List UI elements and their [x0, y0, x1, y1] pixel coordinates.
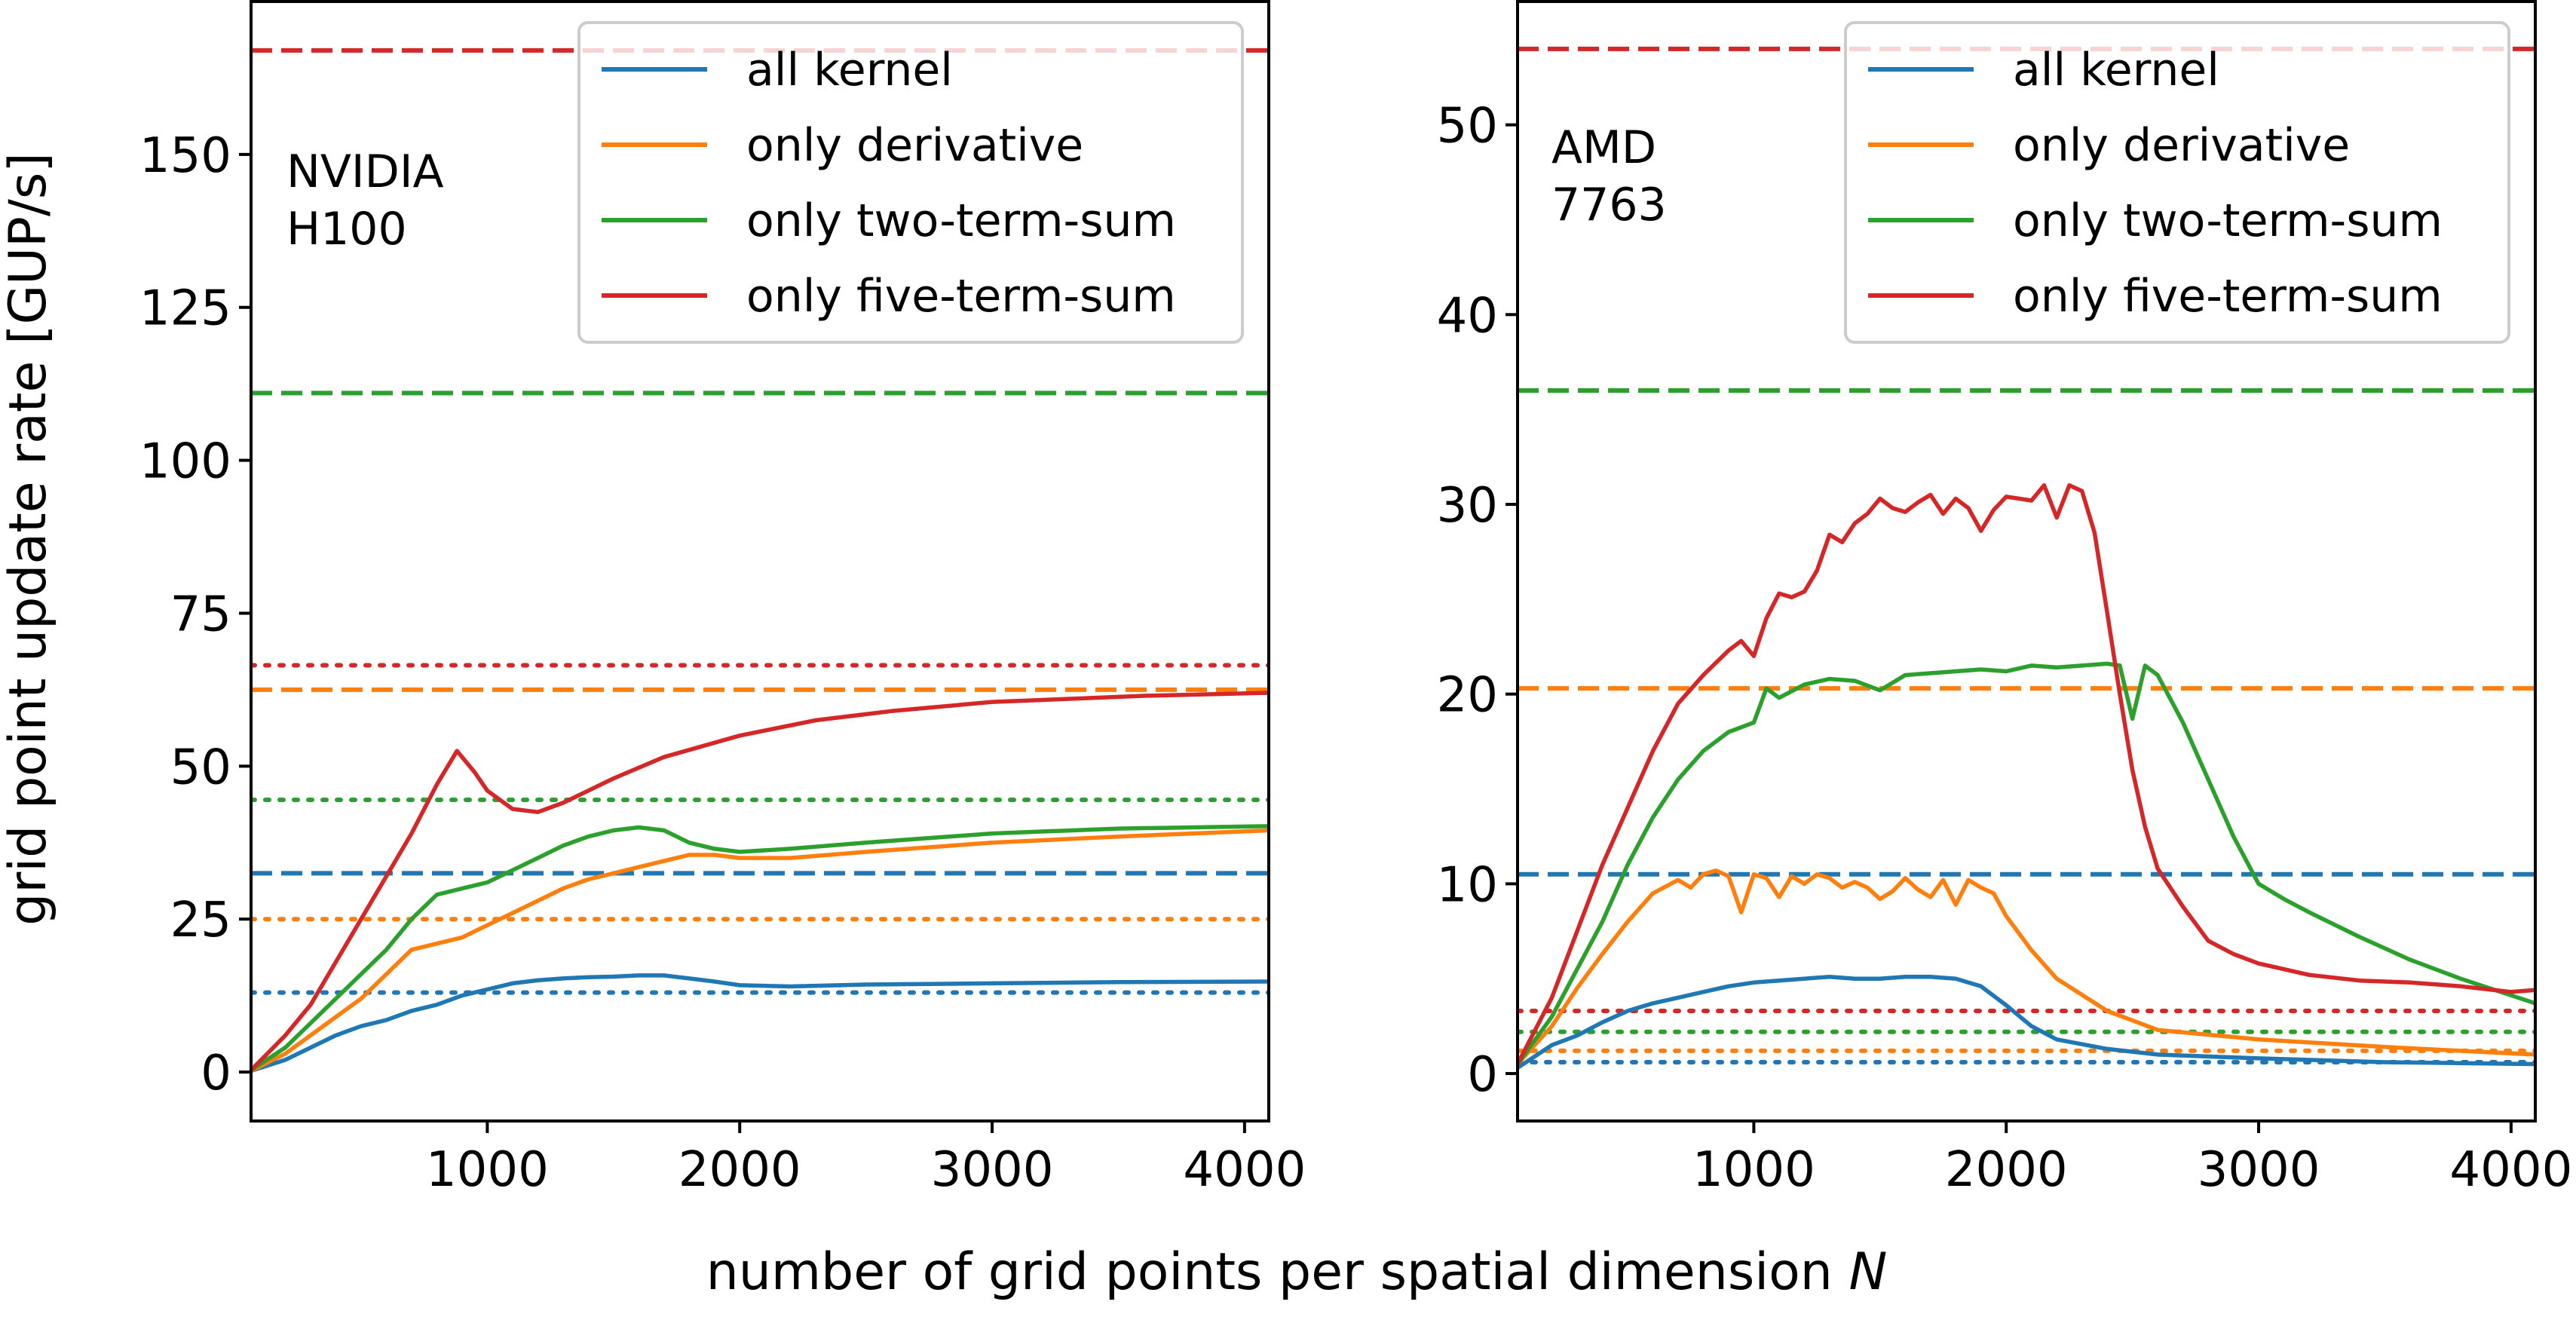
- y-tick-label: 0: [201, 1046, 231, 1101]
- series-line-2: [1518, 661, 2535, 1067]
- legend: all kernel only derivative only two-term-s…: [577, 21, 1244, 344]
- legend-item-all: all kernel: [602, 44, 953, 96]
- legend-box: [577, 21, 1244, 344]
- legend-label: only derivative: [746, 119, 1083, 172]
- series-line-0: [251, 973, 1269, 1074]
- y-tick-label: 125: [139, 281, 231, 337]
- y-tick-label: 75: [170, 587, 231, 642]
- series-line-1: [1518, 868, 2535, 1067]
- legend-item-deriv: only derivative: [602, 119, 1083, 172]
- legend-item-all: all kernel: [1868, 44, 2219, 96]
- panel-label-line: H100: [286, 203, 407, 256]
- plot-frame: [1516, 0, 2537, 1123]
- plot-frame: [250, 0, 1270, 1123]
- legend-item-five: only five-term-sum: [602, 270, 1176, 323]
- y-tick-label: 50: [1437, 99, 1498, 155]
- y-tick-label: 25: [170, 893, 231, 948]
- panel-label-line: NVIDIA: [286, 145, 444, 198]
- legend-box: [1844, 21, 2510, 344]
- x-tick-label: 2000: [1945, 1142, 2068, 1198]
- y-axis-title: grid point update rate [GUP/s]: [0, 152, 58, 926]
- y-tick-label: 40: [1437, 288, 1498, 344]
- x-axis-title-variable: N: [1849, 1242, 1887, 1302]
- series-line-3: [1518, 483, 2535, 1067]
- y-tick-label: 100: [139, 434, 231, 490]
- y-tick-label: 0: [1467, 1047, 1498, 1103]
- y-tick-label: 50: [170, 740, 231, 795]
- legend-item-two: only two-term-sum: [1868, 194, 2443, 247]
- legend-label: only five-term-sum: [2013, 270, 2443, 323]
- legend-label: only two-term-sum: [746, 194, 1176, 247]
- legend-item-five: only five-term-sum: [1868, 270, 2443, 323]
- panel-0: 1000 2000 3000 4000 0 25 50 75 100 125 150 NVIDIAH1…: [139, 0, 1306, 1198]
- plot-area: [251, 47, 1269, 1074]
- y-tick-label: 30: [1437, 478, 1498, 534]
- legend-label: all kernel: [2013, 44, 2219, 96]
- y-tick-label: 150: [139, 128, 231, 184]
- legend: all kernel only derivative only two-term-s…: [1844, 21, 2510, 344]
- series-line-0: [1518, 974, 2535, 1070]
- y-tick-label: 20: [1437, 668, 1498, 724]
- legend-label: all kernel: [746, 44, 953, 96]
- panel-label-line: 7763: [1551, 179, 1667, 231]
- x-tick-label: 3000: [931, 1142, 1054, 1198]
- series-line-3: [251, 691, 1269, 1073]
- legend-label: only five-term-sum: [746, 270, 1176, 323]
- legend-label: only derivative: [2013, 119, 2350, 172]
- x-tick-label: 4000: [1183, 1142, 1306, 1198]
- legend-item-deriv: only derivative: [1868, 119, 2350, 172]
- legend-item-two: only two-term-sum: [602, 194, 1176, 247]
- x-axis-title: number of grid points per spatial dimens…: [706, 1242, 1888, 1302]
- x-tick-label: 3000: [2198, 1142, 2320, 1198]
- series-line-1: [251, 828, 1269, 1074]
- x-tick-label: 1000: [426, 1142, 549, 1198]
- legend-label: only two-term-sum: [2013, 194, 2443, 247]
- x-axis-title-text: number of grid points per spatial dimens…: [706, 1242, 1849, 1302]
- x-tick-label: 2000: [678, 1142, 801, 1198]
- series-line-2: [251, 824, 1269, 1073]
- y-tick-label: 10: [1437, 857, 1498, 913]
- x-tick-label: 1000: [1692, 1142, 1815, 1198]
- x-tick-label: 4000: [2449, 1142, 2572, 1198]
- panel-label-line: AMD: [1551, 121, 1656, 174]
